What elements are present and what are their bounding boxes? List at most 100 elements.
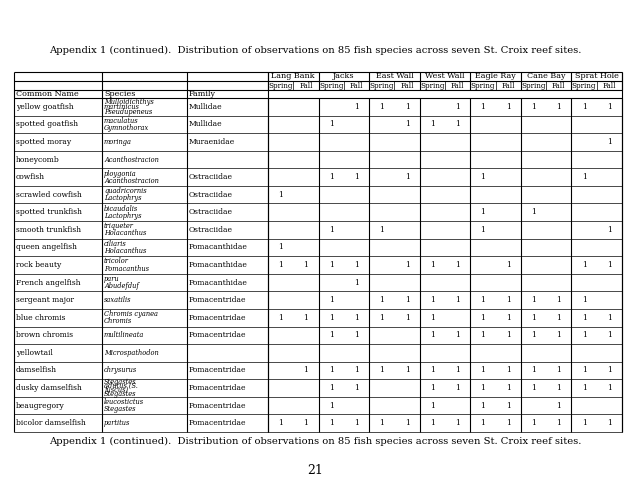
Text: 1: 1 (455, 261, 460, 269)
Text: saxatilis: saxatilis (104, 296, 132, 304)
Text: triqueter: triqueter (104, 223, 134, 230)
Text: 1: 1 (430, 296, 435, 304)
Text: Holacanthus: Holacanthus (104, 247, 146, 255)
Text: 1: 1 (531, 367, 536, 375)
Text: 1: 1 (379, 367, 384, 375)
Text: 1: 1 (556, 367, 561, 375)
Text: Pomacanthidae: Pomacanthidae (189, 244, 248, 251)
Text: spotted moray: spotted moray (16, 138, 71, 146)
Text: Pomacentridae: Pomacentridae (189, 331, 246, 339)
Text: Ostraciidae: Ostraciidae (189, 226, 233, 234)
Text: 1: 1 (607, 138, 612, 146)
Text: 1: 1 (455, 384, 460, 392)
Text: 1: 1 (455, 331, 460, 339)
Text: Mulloidichthys: Mulloidichthys (104, 98, 154, 106)
Text: maculatus: maculatus (104, 117, 139, 125)
Text: 1: 1 (531, 208, 536, 216)
Text: 1: 1 (481, 226, 485, 234)
Text: Pomacanthidae: Pomacanthidae (189, 261, 248, 269)
Text: West Wall: West Wall (425, 73, 465, 80)
Text: Lang Bank: Lang Bank (272, 73, 315, 80)
Text: 1: 1 (354, 331, 359, 339)
Text: 1: 1 (354, 103, 359, 111)
Text: Pseudupeneus: Pseudupeneus (104, 108, 152, 116)
Text: Pomacentridae: Pomacentridae (189, 314, 246, 322)
Text: 1: 1 (481, 384, 485, 392)
Text: 1: 1 (329, 314, 334, 322)
Text: beaugregory: beaugregory (16, 402, 65, 410)
Text: 1: 1 (531, 384, 536, 392)
Text: 1: 1 (404, 296, 410, 304)
Text: Spring: Spring (471, 81, 495, 90)
Text: Acanthostracion: Acanthostracion (104, 155, 159, 164)
Text: 1: 1 (404, 120, 410, 129)
Text: Pomacanthidae: Pomacanthidae (189, 279, 248, 286)
Text: sergeant major: sergeant major (16, 296, 74, 304)
Text: Spring: Spring (370, 81, 394, 90)
Text: 1: 1 (455, 103, 460, 111)
Text: 1: 1 (304, 261, 308, 269)
Text: 1: 1 (581, 296, 587, 304)
Text: 1: 1 (481, 103, 485, 111)
Text: 1: 1 (304, 367, 308, 375)
Text: martinicus: martinicus (104, 103, 140, 111)
Text: ciliaris: ciliaris (104, 240, 127, 248)
Text: Fall: Fall (552, 81, 566, 90)
Text: 1: 1 (329, 402, 334, 410)
Text: 1: 1 (430, 120, 435, 129)
Text: 1: 1 (506, 331, 511, 339)
Text: quadricornis: quadricornis (104, 187, 147, 195)
Text: 1: 1 (531, 296, 536, 304)
Text: 1: 1 (506, 103, 511, 111)
Text: 1: 1 (556, 384, 561, 392)
Text: 1: 1 (455, 120, 460, 129)
Text: Ostraciidae: Ostraciidae (189, 173, 233, 181)
Text: Appendix 1 (continued).  Distribution of observations on 85 fish species across : Appendix 1 (continued). Distribution of … (49, 436, 581, 446)
Text: Mullidae: Mullidae (189, 103, 222, 111)
Text: 1: 1 (329, 226, 334, 234)
Text: 1: 1 (278, 261, 283, 269)
Text: Species: Species (104, 90, 135, 98)
Text: East Wall: East Wall (375, 73, 413, 80)
Text: 1: 1 (304, 419, 308, 427)
Text: 1: 1 (430, 314, 435, 322)
Text: Common Name: Common Name (16, 90, 79, 98)
Text: 1: 1 (531, 314, 536, 322)
Text: 1: 1 (455, 419, 460, 427)
Text: 1: 1 (379, 296, 384, 304)
Text: 1: 1 (430, 367, 435, 375)
Text: Fall: Fall (299, 81, 312, 90)
Text: rock beauty: rock beauty (16, 261, 61, 269)
Text: 1: 1 (531, 419, 536, 427)
Text: Gymnothorax: Gymnothorax (104, 124, 149, 132)
Text: 1: 1 (455, 296, 460, 304)
Text: Ostraciidae: Ostraciidae (189, 208, 233, 216)
Text: yellow goatfish: yellow goatfish (16, 103, 74, 111)
Text: Pomacentridae: Pomacentridae (189, 296, 246, 304)
Text: Appendix 1 (continued).  Distribution of observations on 85 fish species across : Appendix 1 (continued). Distribution of … (49, 46, 581, 55)
Text: 1: 1 (404, 367, 410, 375)
Text: multilineata: multilineata (104, 331, 144, 339)
Text: 1: 1 (481, 402, 485, 410)
Text: Fall: Fall (603, 81, 616, 90)
Text: 1: 1 (506, 261, 511, 269)
Text: 1: 1 (329, 384, 334, 392)
Text: 21: 21 (307, 465, 323, 477)
Text: 1: 1 (329, 120, 334, 129)
Text: 1: 1 (404, 419, 410, 427)
Text: 1: 1 (329, 296, 334, 304)
Text: 1: 1 (481, 314, 485, 322)
Text: Holacanthus: Holacanthus (104, 229, 146, 237)
Text: 1: 1 (329, 261, 334, 269)
Text: bicaudalis: bicaudalis (104, 205, 138, 213)
Text: 1: 1 (581, 314, 587, 322)
Text: 1: 1 (379, 226, 384, 234)
Text: moringa: moringa (104, 138, 132, 146)
Text: 1: 1 (556, 103, 561, 111)
Text: 1: 1 (455, 367, 460, 375)
Text: Chromis: Chromis (104, 317, 132, 325)
Text: 1: 1 (607, 384, 612, 392)
Text: spotted trunkfish: spotted trunkfish (16, 208, 82, 216)
Text: adutus (S.: adutus (S. (104, 382, 138, 390)
Text: Stegastes: Stegastes (104, 405, 137, 413)
